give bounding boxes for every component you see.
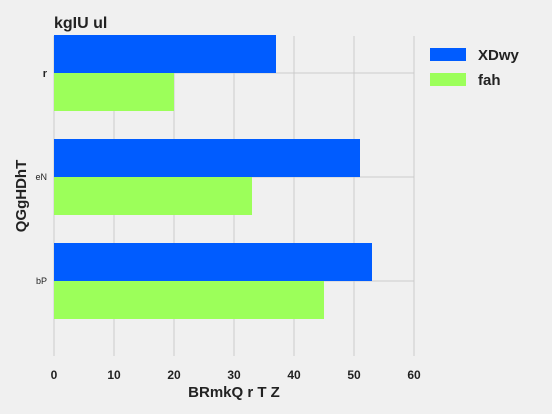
bar-series-1-1 [54,139,360,177]
bar-series-1-2 [54,243,372,281]
bar-series-2-1 [54,177,252,215]
bar-series-2-2 [54,281,324,319]
legend-label-series-1: XDwy [478,47,520,64]
y-tick-label: bP [36,276,47,286]
x-tick-labels: 0 10 20 30 40 50 60 [51,368,421,382]
legend-swatch-series-2 [430,73,466,86]
legend: XDwy fah [430,47,520,89]
chart-title: kgIU ul [54,15,107,32]
y-tick-label: eN [35,172,47,182]
y-tick-labels: r eN bP [35,68,47,286]
y-tick-label: r [43,68,48,80]
x-axis-label: BRmkQ r T Z [188,384,280,401]
x-tick-label: 60 [407,368,421,382]
y-axis-label: QGgHDhT [13,160,30,233]
bars-layer [54,35,372,319]
x-tick-label: 50 [347,368,361,382]
legend-swatch-series-1 [430,48,466,61]
bar-series-2-0 [54,73,174,111]
bar-series-1-0 [54,35,276,73]
x-tick-label: 30 [227,368,241,382]
x-tick-label: 0 [51,368,58,382]
x-tick-label: 10 [107,368,121,382]
x-tick-label: 20 [167,368,181,382]
x-tick-label: 40 [287,368,301,382]
legend-label-series-2: fah [478,72,501,89]
